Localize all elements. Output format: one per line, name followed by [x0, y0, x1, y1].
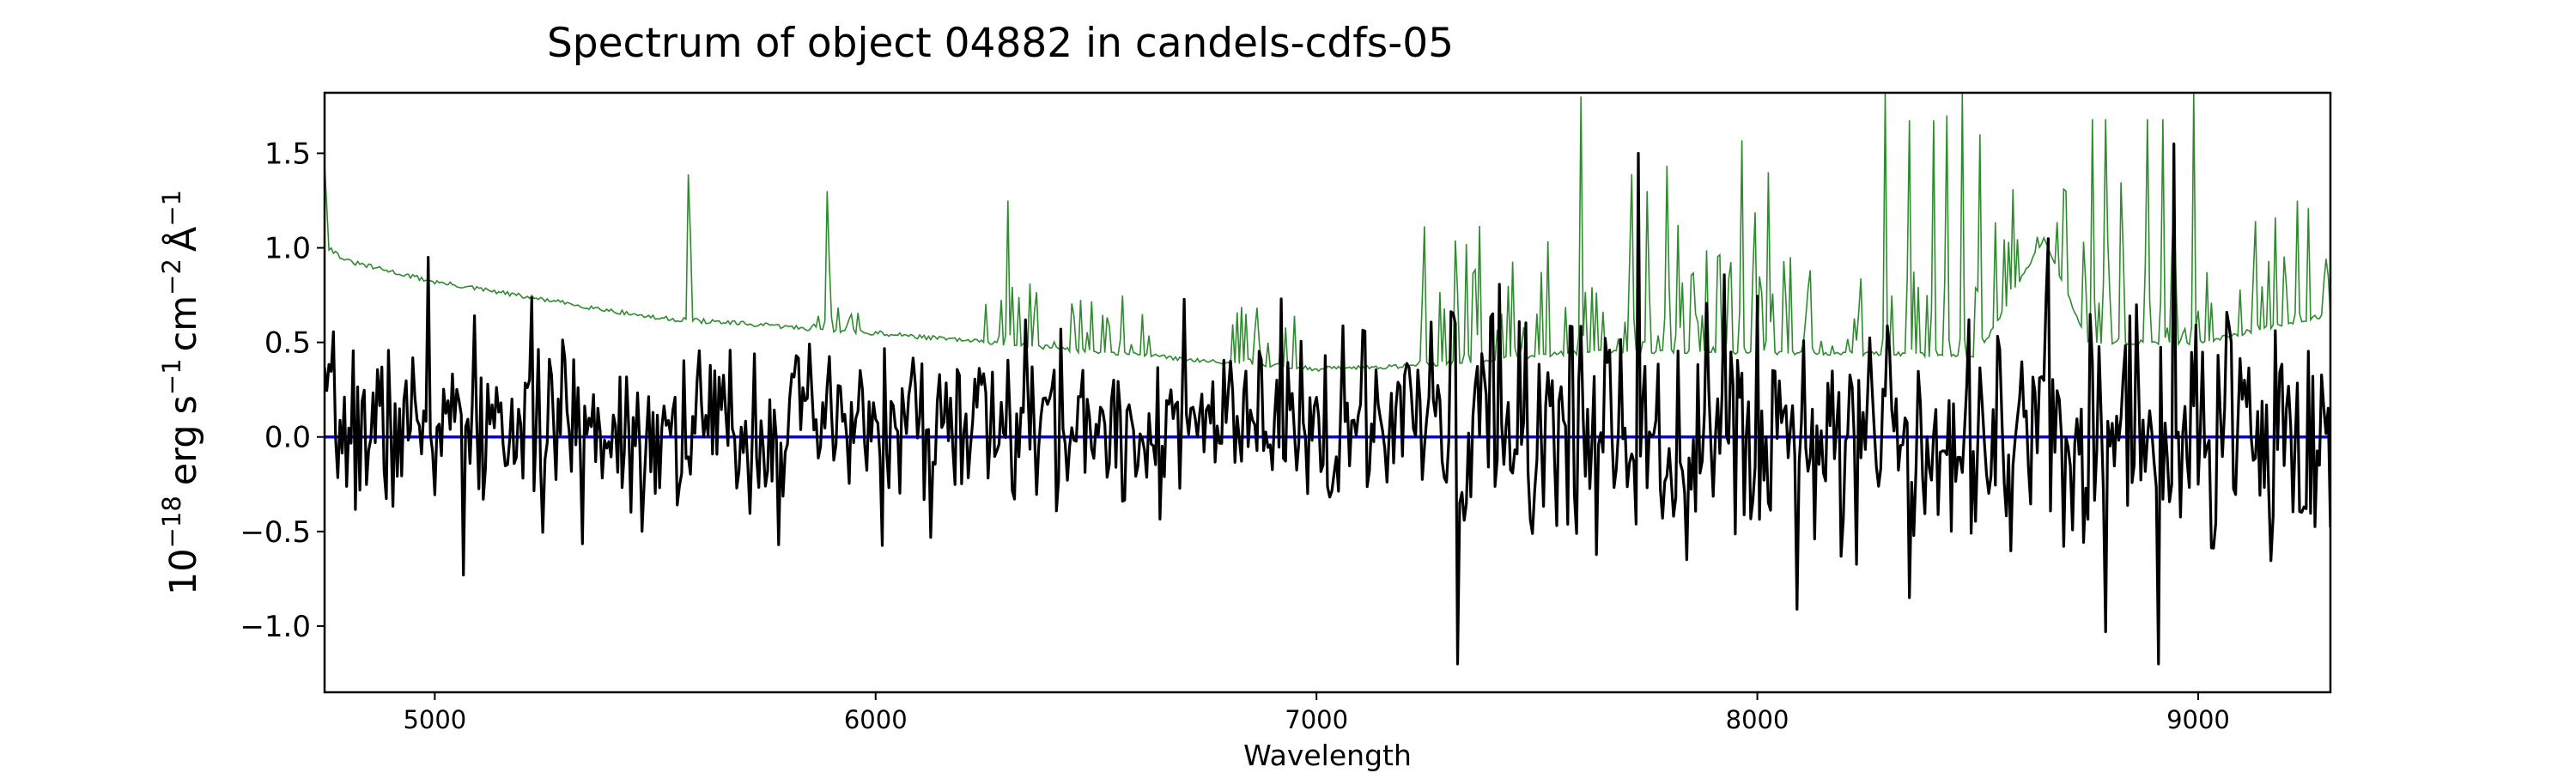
y-axis-label: 10−18ergs−1cm−2Å−1	[157, 190, 205, 595]
y-tick-label: −1.0	[240, 610, 311, 644]
x-tick-label: 6000	[844, 705, 908, 734]
x-axis-label: Wavelength	[1243, 739, 1412, 772]
y-tick-label: 1.0	[264, 232, 311, 266]
y-axis: −1.0 −0.5 0.0 0.5 1.0 1.5	[240, 137, 325, 644]
y-tick-label: 1.5	[264, 137, 311, 171]
y-tick-label: 0.5	[264, 326, 311, 361]
x-tick-label: 7000	[1285, 705, 1348, 734]
error-spectrum-line	[325, 93, 2330, 373]
flux-spectrum-line	[325, 142, 2330, 666]
x-tick-label: 8000	[1726, 705, 1789, 734]
x-axis: 5000 6000 7000 8000 9000	[403, 692, 2230, 734]
chart-title: Spectrum of object 04882 in candels-cdfs…	[547, 20, 1454, 67]
x-tick-label: 5000	[403, 705, 466, 734]
y-tick-label: 0.0	[264, 421, 311, 455]
plot-area	[325, 93, 2330, 666]
x-tick-label: 9000	[2166, 705, 2230, 734]
plot-frame	[323, 91, 2332, 694]
y-tick-label: −0.5	[240, 515, 311, 550]
